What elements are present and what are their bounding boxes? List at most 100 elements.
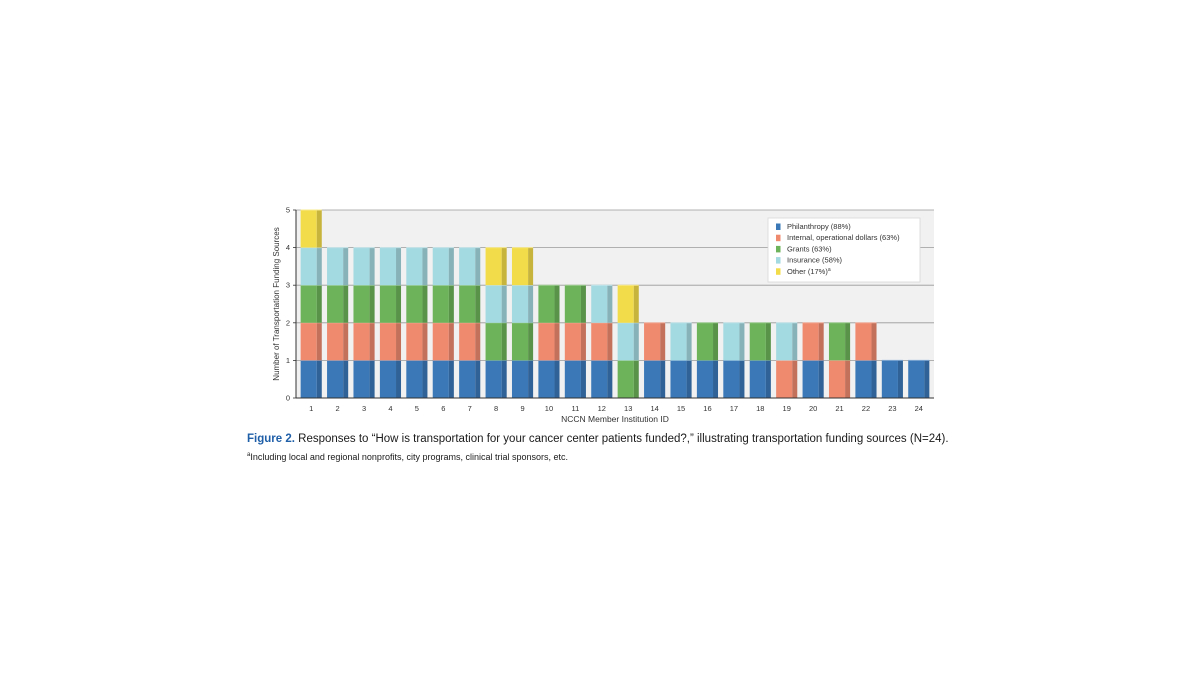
bar-stack-2	[327, 247, 349, 398]
bar-face	[617, 322, 634, 361]
bar-side	[343, 247, 349, 286]
bar-face	[538, 285, 555, 323]
bar-face	[406, 247, 423, 286]
bar-segment-12-4	[591, 284, 613, 323]
x-tick-label: 16	[703, 404, 711, 413]
bar-face	[379, 322, 397, 361]
bar-face	[327, 247, 344, 286]
bar-face	[300, 247, 317, 286]
bar-stack-20	[802, 322, 824, 398]
bar-segment-14-2	[644, 322, 666, 361]
bar-side	[501, 322, 507, 361]
bar-segment-8-5	[485, 247, 507, 286]
bar-side	[396, 322, 402, 361]
bar-face	[881, 360, 898, 398]
bar-face	[644, 360, 661, 398]
bar-side	[792, 360, 798, 398]
bar-face	[379, 285, 397, 323]
bar-side	[871, 322, 877, 361]
bar-face	[776, 360, 793, 398]
bar-segment-9-3	[511, 322, 534, 361]
bar-segment-3-1	[353, 359, 375, 398]
bar-segment-6-4	[432, 247, 454, 286]
bar-side	[343, 360, 349, 398]
bar-face	[459, 247, 476, 286]
bar-segment-1-1	[300, 359, 322, 398]
bar-side	[448, 285, 454, 323]
footnote-marker: a	[247, 452, 251, 458]
bar-side	[528, 247, 534, 286]
bar-stack-12	[591, 284, 613, 398]
legend-label: Other (17%)a	[787, 267, 831, 276]
bar-stack-14	[644, 322, 666, 398]
bar-segment-12-2	[591, 322, 613, 361]
bar-face	[379, 247, 397, 286]
x-tick-label: 23	[888, 404, 896, 413]
bar-stack-19	[776, 322, 798, 398]
bar-side	[396, 285, 402, 323]
bar-segment-17-1	[723, 359, 745, 398]
bar-face	[485, 360, 502, 398]
bar-segment-20-1	[802, 359, 824, 398]
x-tick-label: 14	[650, 404, 658, 413]
bar-segment-1-2	[300, 322, 322, 361]
bar-face	[432, 360, 449, 398]
bar-stack-3	[353, 247, 375, 398]
bar-segment-17-4	[723, 322, 745, 361]
bar-face	[749, 322, 766, 361]
gridlines	[296, 209, 934, 361]
y-tick-label: 1	[286, 356, 290, 365]
bar-side	[316, 322, 322, 361]
bar-segment-15-4	[670, 322, 692, 361]
bar-side	[343, 285, 349, 323]
bar-side	[607, 285, 613, 323]
bar-segment-4-4	[379, 247, 402, 286]
bar-face	[432, 285, 449, 323]
bar-side	[528, 360, 534, 398]
bar-side	[713, 322, 719, 361]
bar-segment-16-1	[696, 359, 719, 398]
bar-face	[696, 360, 714, 398]
legend-swatch	[776, 223, 781, 230]
bar-face	[327, 360, 344, 398]
bar-face	[459, 360, 476, 398]
bar-face	[828, 360, 846, 398]
bar-face	[538, 360, 555, 398]
bar-face	[855, 322, 872, 361]
bar-face	[591, 285, 608, 323]
y-tick-label: 0	[286, 394, 290, 403]
bar-side	[528, 322, 534, 361]
bar-side	[369, 285, 375, 323]
bar-side	[316, 285, 322, 323]
bar-side	[739, 360, 745, 398]
x-tick-label: 7	[468, 404, 472, 413]
bar-side	[501, 285, 507, 323]
bar-segment-3-2	[353, 322, 375, 361]
bar-side	[554, 322, 560, 361]
bar-side	[845, 322, 851, 361]
bar-side	[448, 247, 454, 286]
bar-face	[406, 322, 423, 361]
bars	[300, 209, 930, 398]
legend-swatch	[776, 234, 781, 242]
bar-side	[871, 360, 877, 398]
bar-side	[422, 285, 428, 323]
bar-face	[485, 247, 502, 286]
bar-segment-19-2	[776, 359, 798, 398]
bar-segment-20-2	[802, 322, 824, 361]
bar-segment-2-4	[327, 247, 349, 286]
x-tick-label: 3	[362, 404, 366, 413]
bar-stack-23	[881, 359, 903, 398]
bar-side	[924, 360, 930, 398]
bar-face	[432, 247, 449, 286]
bar-face	[511, 247, 529, 286]
x-tick-label: 8	[494, 404, 498, 413]
bar-segment-22-1	[855, 359, 877, 398]
bar-face	[538, 322, 555, 361]
legend-swatch	[776, 245, 781, 253]
bar-face	[432, 322, 449, 361]
bar-stack-6	[432, 247, 454, 398]
bar-side	[897, 360, 903, 398]
x-tick-label: 5	[415, 404, 419, 413]
bar-segment-1-3	[300, 284, 322, 323]
